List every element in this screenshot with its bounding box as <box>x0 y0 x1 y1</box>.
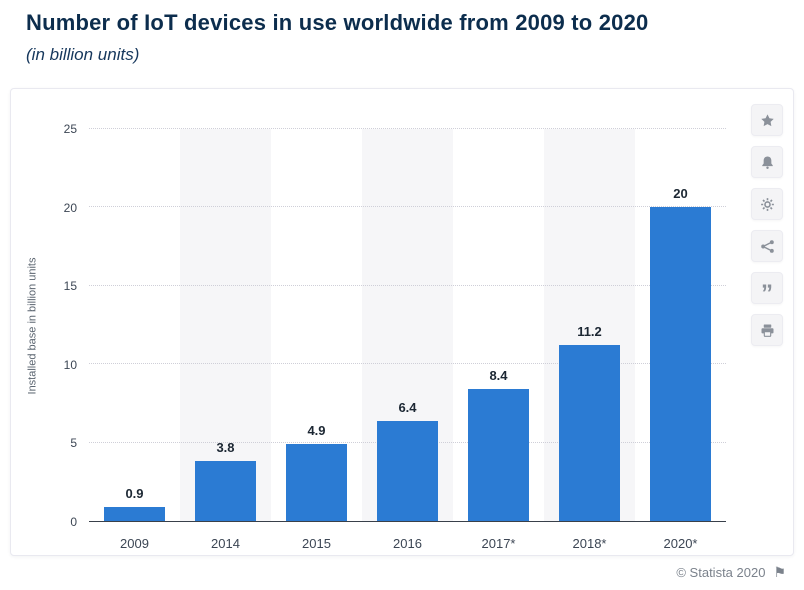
bar-value-label: 8.4 <box>489 368 508 384</box>
x-tick-label: 2020* <box>663 536 698 551</box>
bar-value-label: 4.9 <box>307 423 326 439</box>
toolbar-icon-rail: ” <box>751 104 783 346</box>
x-tick-label: 2018* <box>572 536 607 551</box>
bar-value-label: 0.9 <box>125 485 144 501</box>
x-tick-label: 2014 <box>211 536 240 551</box>
bar-value-label: 6.4 <box>398 399 417 415</box>
y-tick-label: 20 <box>63 200 77 215</box>
bar-2014[interactable]: 3.8 <box>195 440 256 521</box>
copyright-text: © Statista 2020 <box>676 565 766 580</box>
quote-icon-button[interactable]: ” <box>751 272 783 306</box>
page-subtitle: (in billion units) <box>26 45 140 64</box>
print-icon-button[interactable] <box>751 314 783 346</box>
y-axis-title: Installed base in billion units <box>23 129 41 522</box>
footer: © Statista 2020 ⚑ <box>676 564 786 581</box>
x-tick-label: 2017* <box>481 536 516 551</box>
y-axis-title-text: Installed base in billion units <box>26 257 39 394</box>
share-icon-button[interactable] <box>751 230 783 262</box>
x-tick-label: 2009 <box>120 536 149 551</box>
gear-icon-button[interactable] <box>751 188 783 220</box>
bar-2009[interactable]: 0.9 <box>104 486 165 521</box>
bar-rect[interactable] <box>286 444 347 521</box>
gridline <box>89 206 726 208</box>
bar-rect[interactable] <box>195 461 256 521</box>
bar-value-label: 20 <box>673 186 688 202</box>
y-tick-label: 15 <box>63 279 77 294</box>
bar-rect[interactable] <box>559 345 620 521</box>
bar-value-label: 3.8 <box>216 440 235 456</box>
x-tick-label: 2015 <box>302 536 331 551</box>
plot-area: 0.9 3.8 4.9 6.4 8.4 11.2 20 <box>89 128 726 522</box>
bell-icon-button[interactable] <box>751 146 783 178</box>
gridline <box>89 363 726 365</box>
bar-value-label: 11.2 <box>577 324 602 340</box>
bar-rect[interactable] <box>377 420 438 521</box>
page-title: Number of IoT devices in use worldwide f… <box>26 10 649 35</box>
column-stripe <box>180 129 271 521</box>
y-tick-label: 25 <box>63 122 77 136</box>
x-axis-labels: 2009 2014 2015 2016 2017* 2018* 2020* <box>89 536 726 551</box>
gridline <box>89 128 726 129</box>
bar-2017*[interactable]: 8.4 <box>468 368 529 521</box>
y-axis-tick-labels: 0 5 10 15 20 25 <box>45 122 83 529</box>
gridline <box>89 284 726 286</box>
bar-rect[interactable] <box>104 506 165 521</box>
bar-2018*[interactable]: 11.2 <box>559 324 620 521</box>
star-icon-button[interactable] <box>751 104 783 136</box>
flag-icon[interactable]: ⚑ <box>773 564 786 580</box>
y-tick-label: 0 <box>70 515 77 529</box>
bar-2020*[interactable]: 20 <box>650 186 711 521</box>
y-tick-label: 5 <box>70 436 77 451</box>
bar-rect[interactable] <box>650 207 711 521</box>
bar-2015[interactable]: 4.9 <box>286 423 347 521</box>
bar-rect[interactable] <box>468 389 529 521</box>
chart-header: Number of IoT devices in use worldwide f… <box>0 0 804 65</box>
y-tick-label: 10 <box>63 357 77 372</box>
bar-2016[interactable]: 6.4 <box>377 400 438 521</box>
x-tick-label: 2016 <box>393 536 422 551</box>
chart-card: Installed base in billion units 0 5 10 15 20… <box>10 88 794 556</box>
